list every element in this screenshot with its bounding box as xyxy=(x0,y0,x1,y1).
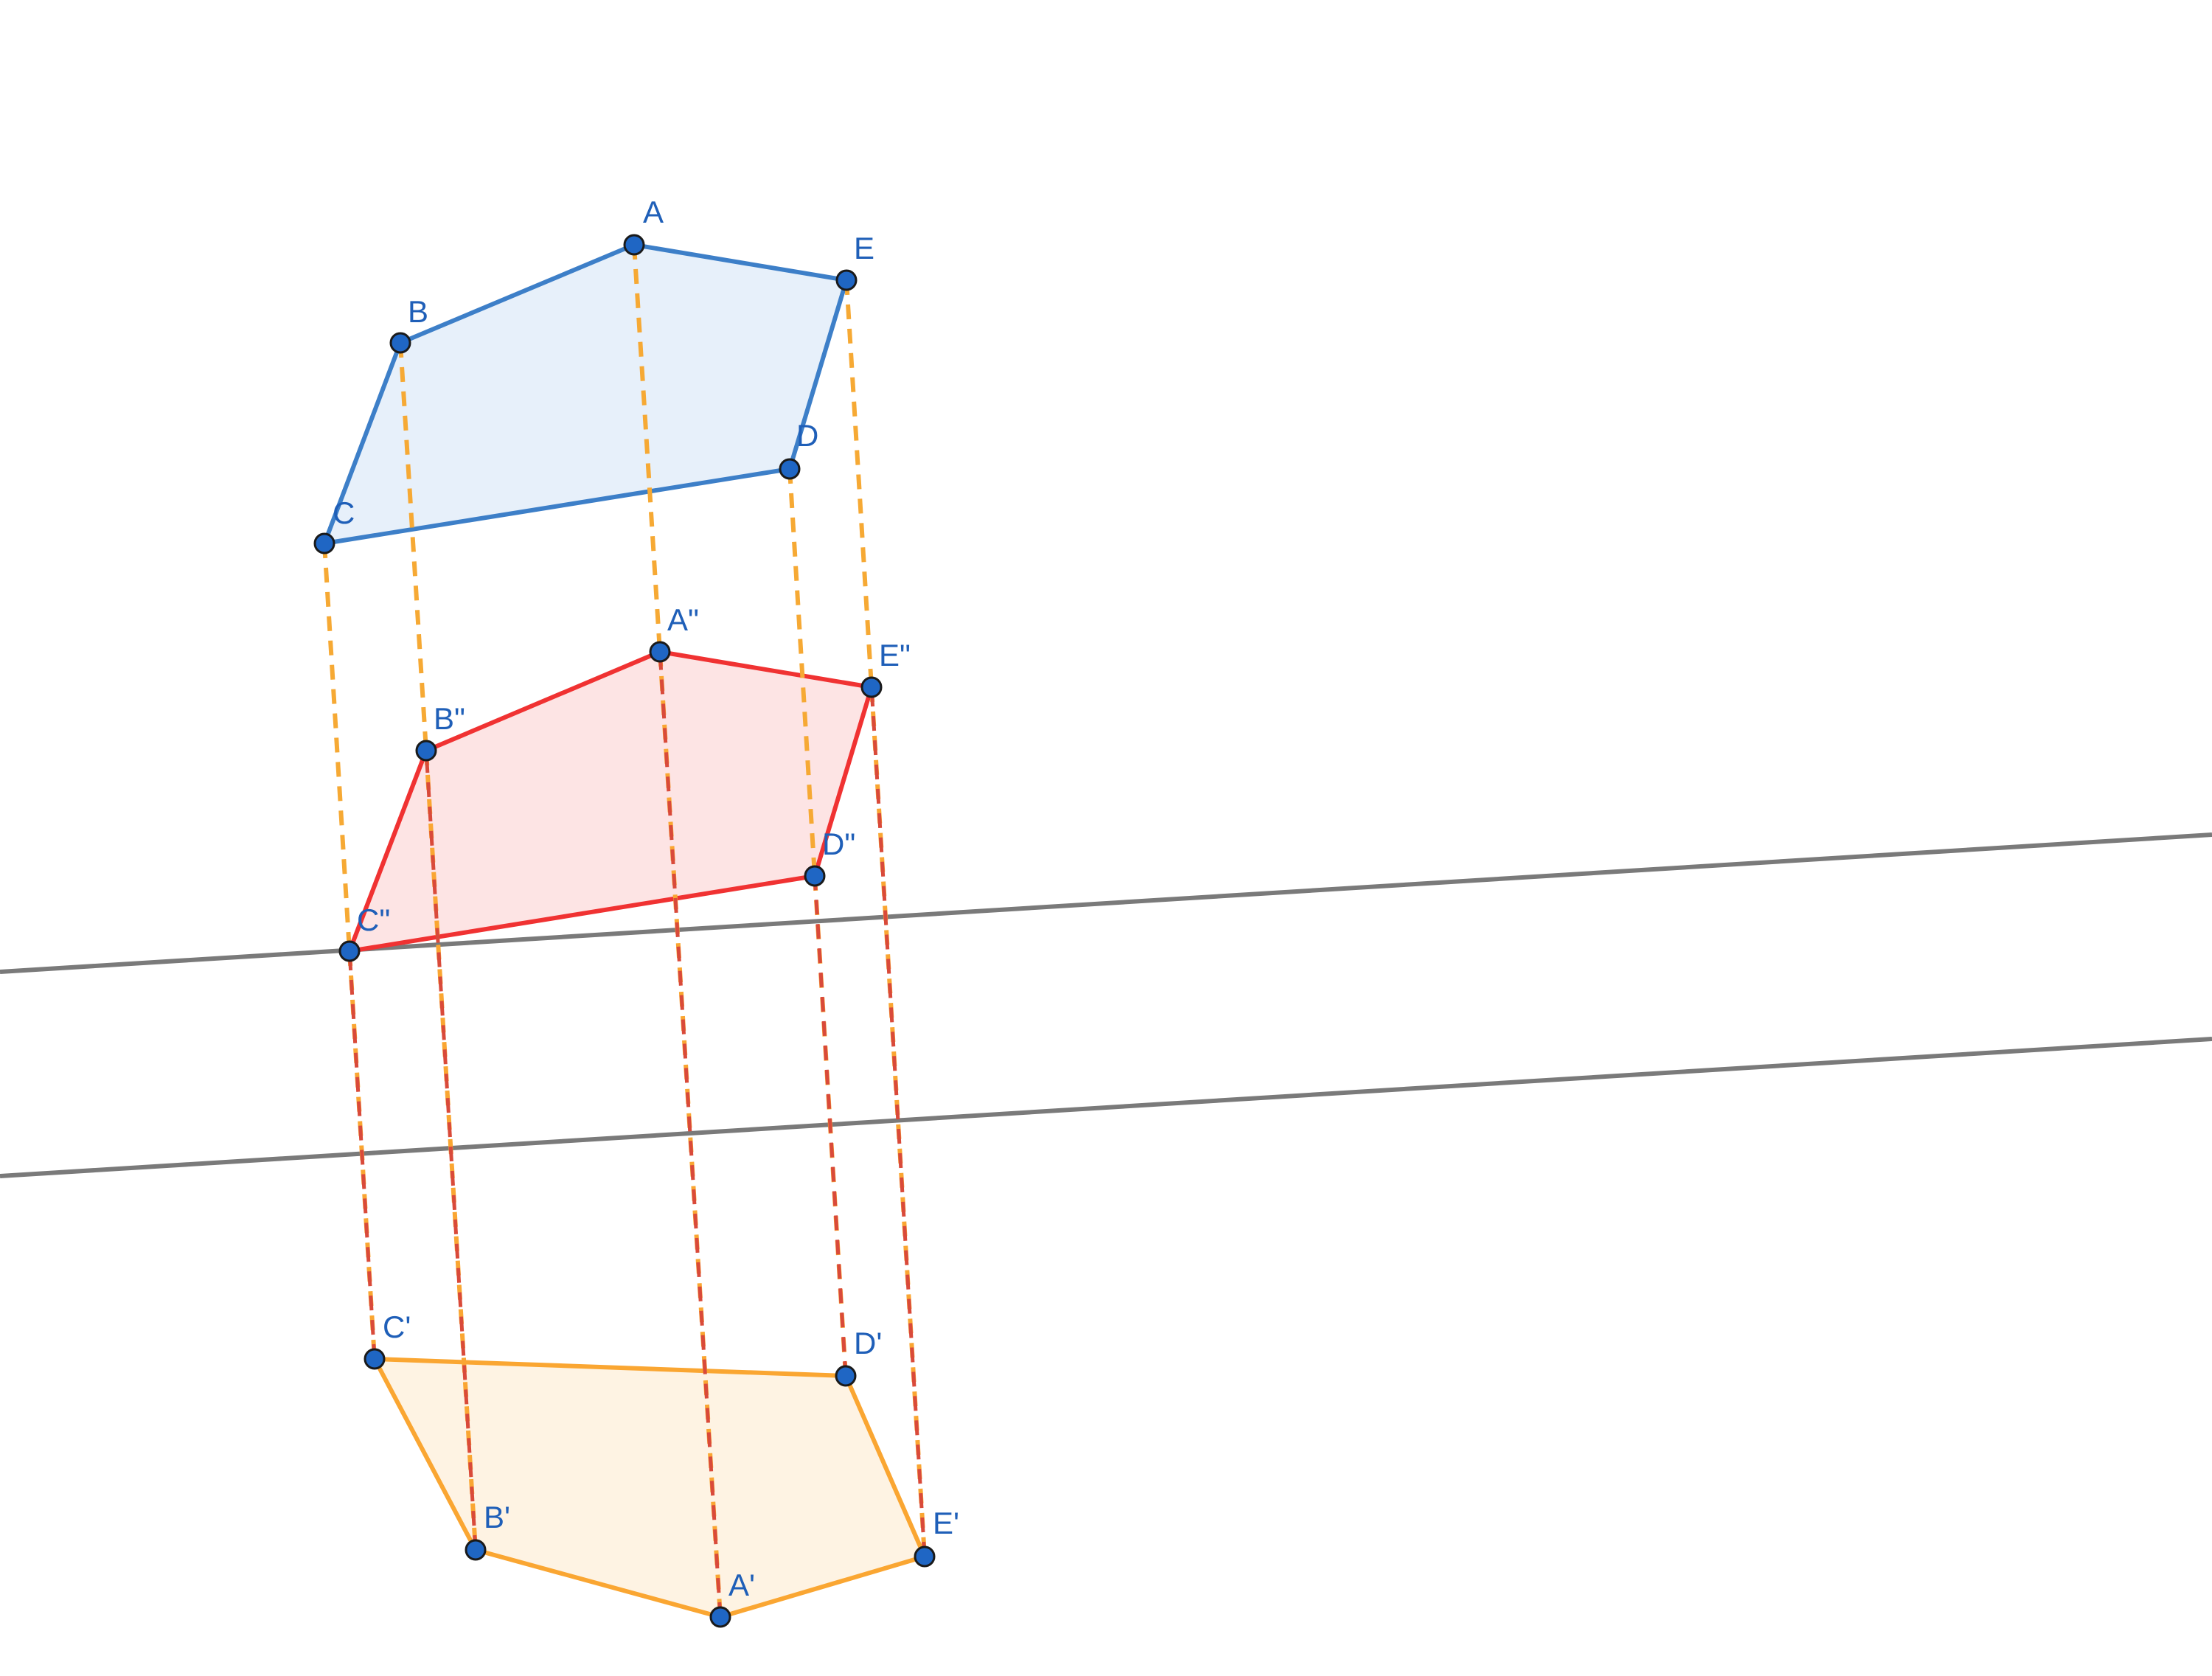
points xyxy=(313,234,936,1628)
point-E[interactable] xyxy=(835,269,858,291)
point-B-prime[interactable] xyxy=(465,1539,487,1561)
reflection-guides xyxy=(347,651,928,1618)
label-B-double-prime: B" xyxy=(434,701,465,736)
point-A-prime[interactable] xyxy=(709,1606,731,1628)
label-C-double-prime: C" xyxy=(357,903,390,937)
label-C-prime: C' xyxy=(383,1310,411,1344)
point-D-double-prime[interactable] xyxy=(804,865,826,887)
label-E-prime: E' xyxy=(933,1506,959,1540)
label-C: C xyxy=(333,496,355,530)
point-B[interactable] xyxy=(389,332,411,354)
label-A-prime: A' xyxy=(728,1568,755,1602)
mirror-line-lower[interactable] xyxy=(0,1037,2212,1178)
point-C-prime[interactable] xyxy=(364,1348,386,1370)
label-B-prime: B' xyxy=(484,1500,510,1534)
point-E-prime[interactable] xyxy=(914,1545,936,1568)
label-D-double-prime: D" xyxy=(822,827,855,861)
polygon-image[interactable] xyxy=(372,1357,927,1619)
mirror-line-upper[interactable] xyxy=(0,832,2212,974)
label-E: E xyxy=(854,231,874,265)
polygon-intermediate[interactable] xyxy=(347,650,874,953)
label-E-double-prime: E" xyxy=(879,638,911,672)
point-E-double-prime[interactable] xyxy=(860,676,883,698)
point-D-prime[interactable] xyxy=(835,1365,857,1387)
point-A-double-prime[interactable] xyxy=(649,641,671,663)
translation-guides xyxy=(322,244,874,952)
point-C-double-prime[interactable] xyxy=(338,940,361,962)
label-A: A xyxy=(643,195,664,229)
point-A[interactable] xyxy=(623,234,645,256)
point-B-double-prime[interactable] xyxy=(415,740,437,762)
label-B: B xyxy=(408,294,428,329)
point-labels: A B C D E A" B" C" D" E" A' B' C' D' E' xyxy=(333,195,959,1602)
label-D-prime: D' xyxy=(854,1326,882,1360)
label-D: D xyxy=(796,418,818,453)
polygon-original[interactable] xyxy=(322,243,849,546)
point-D[interactable] xyxy=(779,458,801,480)
label-A-double-prime: A" xyxy=(667,602,699,637)
point-C[interactable] xyxy=(313,532,335,554)
